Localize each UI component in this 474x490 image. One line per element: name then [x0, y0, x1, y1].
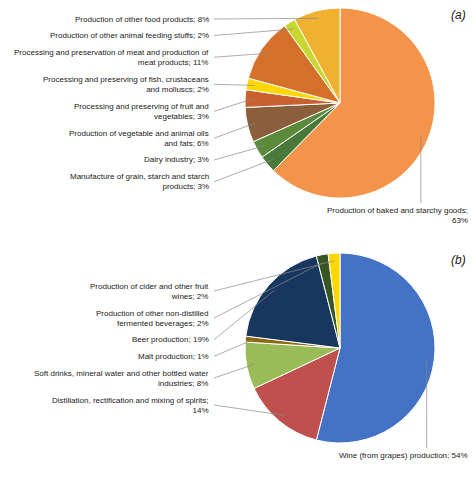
- svg-text:(a): (a): [451, 8, 466, 22]
- svg-text:Processing and preservation of: Processing and preservation of meat and …: [14, 48, 209, 67]
- svg-text:Beer production; 19%: Beer production; 19%: [132, 335, 209, 344]
- svg-text:Production of baked and starch: Production of baked and starchy goods;63…: [327, 206, 468, 225]
- svg-text:Malt production; 1%: Malt production; 1%: [138, 352, 209, 361]
- svg-text:Production of other food produ: Production of other food products; 8%: [75, 15, 209, 24]
- svg-text:Dairy industry; 3%: Dairy industry; 3%: [144, 155, 209, 164]
- svg-text:Production of other animal fee: Production of other animal feeding stuff…: [50, 31, 209, 40]
- svg-text:Production of vegetable and an: Production of vegetable and animal oilsa…: [69, 129, 209, 148]
- svg-text:Soft drinks, mineral water and: Soft drinks, mineral water and other bot…: [34, 369, 209, 388]
- svg-text:Manufacture of grain, starch a: Manufacture of grain, starch and starchp…: [70, 172, 209, 191]
- svg-text:Production of cider and other: Production of cider and other fruitwines…: [90, 282, 209, 301]
- svg-text:Distillation, rectification an: Distillation, rectification and mixing o…: [52, 396, 209, 415]
- svg-text:Processing and preserving of f: Processing and preserving of fish, crust…: [43, 75, 209, 94]
- svg-text:Processing and preserving of f: Processing and preserving of fruit andve…: [74, 102, 209, 121]
- svg-text:Wine (from grapes) production;: Wine (from grapes) production; 54%: [339, 451, 468, 460]
- svg-text:Production of other non-distil: Production of other non-distilledferment…: [96, 309, 209, 328]
- svg-text:(b): (b): [451, 253, 466, 267]
